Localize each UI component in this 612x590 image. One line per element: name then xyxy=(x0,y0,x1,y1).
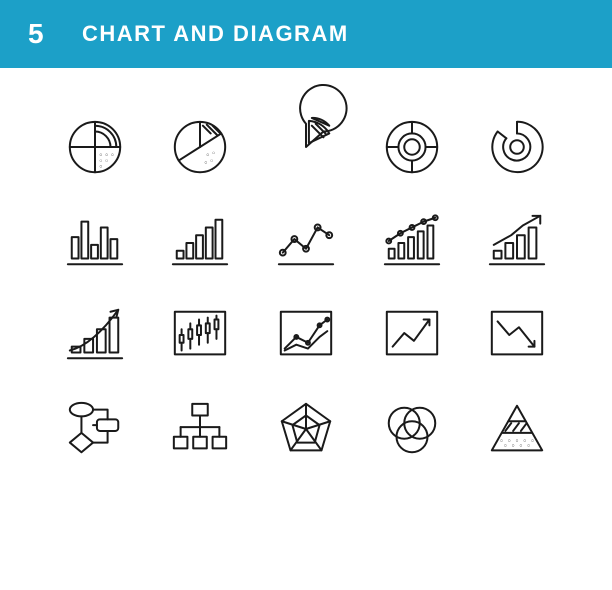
pie-chart-popped-slice-icon xyxy=(267,116,345,178)
header-banner: 5 CHART AND DIAGRAM xyxy=(0,0,612,68)
arrow-growth-bars-icon xyxy=(478,210,556,272)
bar-chart-ascending-icon xyxy=(162,210,240,272)
line-chart-downtrend-icon xyxy=(478,304,556,366)
bar-line-combo-icon xyxy=(373,210,451,272)
line-chart-uptrend-icon xyxy=(373,304,451,366)
donut-chart-gap-icon xyxy=(478,116,556,178)
area-chart-dual-icon xyxy=(267,304,345,366)
venn-diagram-icon xyxy=(373,398,451,460)
set-title: CHART AND DIAGRAM xyxy=(82,21,349,47)
pie-chart-dotted-quadrants-icon xyxy=(56,116,134,178)
line-chart-dots-icon xyxy=(267,210,345,272)
candlestick-chart-icon xyxy=(162,304,240,366)
set-number: 5 xyxy=(28,18,82,50)
donut-chart-ring-segments-icon xyxy=(373,116,451,178)
pie-chart-hatched-slices-icon xyxy=(162,116,240,178)
radar-chart-icon xyxy=(267,398,345,460)
growth-curve-bars-icon xyxy=(56,304,134,366)
bar-chart-varied-icon xyxy=(56,210,134,272)
icon-grid xyxy=(0,68,612,498)
flowchart-icon xyxy=(56,398,134,460)
pyramid-chart-icon xyxy=(478,398,556,460)
org-chart-icon xyxy=(162,398,240,460)
